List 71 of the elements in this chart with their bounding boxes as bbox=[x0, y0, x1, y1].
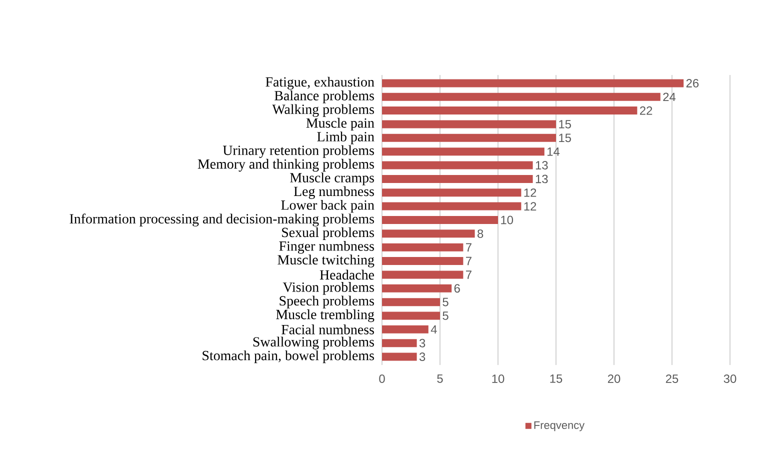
bar bbox=[382, 230, 475, 238]
bar bbox=[382, 79, 684, 88]
bar bbox=[382, 257, 464, 266]
bar bbox=[382, 270, 464, 279]
y-tick-label: Muscle twitching bbox=[278, 254, 374, 268]
data-label: 24 bbox=[663, 92, 676, 102]
bar bbox=[382, 298, 440, 306]
bar bbox=[382, 174, 533, 183]
data-label: 7 bbox=[466, 256, 472, 266]
y-tick-label: Limb pain bbox=[317, 132, 374, 144]
data-label: 5 bbox=[442, 298, 448, 306]
data-label: 7 bbox=[466, 270, 472, 279]
data-label: 10 bbox=[501, 216, 514, 224]
bar bbox=[382, 312, 440, 320]
bar bbox=[382, 120, 556, 128]
bar bbox=[382, 106, 638, 115]
y-tick-label: Finger numbness bbox=[279, 240, 374, 254]
data-label: 22 bbox=[640, 106, 652, 115]
bar bbox=[382, 148, 544, 156]
y-tick-label: Leg numbness bbox=[294, 186, 374, 199]
bar bbox=[382, 284, 452, 292]
y-tick-label: Information processing and decision-making problems bbox=[70, 214, 374, 226]
y-tick-label: Muscle trembling bbox=[276, 309, 374, 322]
data-label: 12 bbox=[524, 202, 536, 210]
bar bbox=[382, 161, 533, 170]
data-label: 8 bbox=[478, 229, 484, 238]
y-tick-label: Walking problems bbox=[272, 104, 374, 117]
data-label: 5 bbox=[442, 312, 448, 320]
x-tick-label: 30 bbox=[724, 374, 736, 383]
bar bbox=[382, 202, 522, 210]
y-tick-label: Speech problems bbox=[280, 296, 374, 308]
bar bbox=[382, 216, 498, 224]
bar bbox=[382, 325, 428, 334]
x-tick-label: 5 bbox=[437, 374, 443, 383]
bar bbox=[382, 134, 556, 142]
bar bbox=[382, 188, 522, 197]
y-tick-label: Fatigue, exhaustion bbox=[266, 76, 374, 90]
bar bbox=[382, 352, 417, 361]
bar bbox=[382, 339, 417, 348]
bar bbox=[382, 92, 660, 101]
x-tick-label: 25 bbox=[666, 374, 678, 383]
data-label: 13 bbox=[536, 161, 548, 170]
y-tick-label: Balance problems bbox=[274, 90, 374, 104]
data-label: 12 bbox=[524, 188, 536, 197]
y-tick-label: Vision problems bbox=[282, 282, 374, 295]
data-label: 14 bbox=[548, 147, 560, 156]
x-tick-label: 0 bbox=[379, 374, 385, 383]
y-tick-label: Sexual problems bbox=[282, 227, 374, 240]
data-label: 3 bbox=[419, 352, 426, 362]
y-tick-label: Stomach pain, bowel problems bbox=[202, 350, 374, 364]
x-tick-label: 20 bbox=[608, 374, 620, 383]
y-tick-label: Memory and thinking problems bbox=[198, 158, 374, 172]
data-label: 13 bbox=[536, 174, 548, 184]
y-tick-label: Swallowing problems bbox=[253, 336, 374, 350]
legend-label: Freqvency bbox=[534, 421, 585, 432]
data-label: 15 bbox=[559, 120, 571, 128]
y-tick-label: Headache bbox=[320, 270, 374, 280]
y-tick-label: Urinary retention problems bbox=[222, 145, 374, 158]
data-label: 3 bbox=[419, 338, 426, 348]
data-label: 7 bbox=[466, 243, 472, 252]
y-tick-label: Facial numbness bbox=[282, 324, 374, 334]
data-label: 6 bbox=[454, 284, 460, 293]
data-label: 4 bbox=[430, 325, 437, 334]
y-tick-label: Lower back pain bbox=[281, 200, 374, 213]
bar bbox=[382, 243, 464, 252]
x-tick-label: 15 bbox=[550, 374, 562, 383]
data-label: 15 bbox=[559, 134, 571, 142]
data-label: 26 bbox=[686, 78, 699, 88]
y-tick-label: Muscle cramps bbox=[290, 172, 374, 186]
x-tick-label: 10 bbox=[492, 374, 504, 383]
y-tick-label: Muscle pain bbox=[306, 118, 374, 131]
